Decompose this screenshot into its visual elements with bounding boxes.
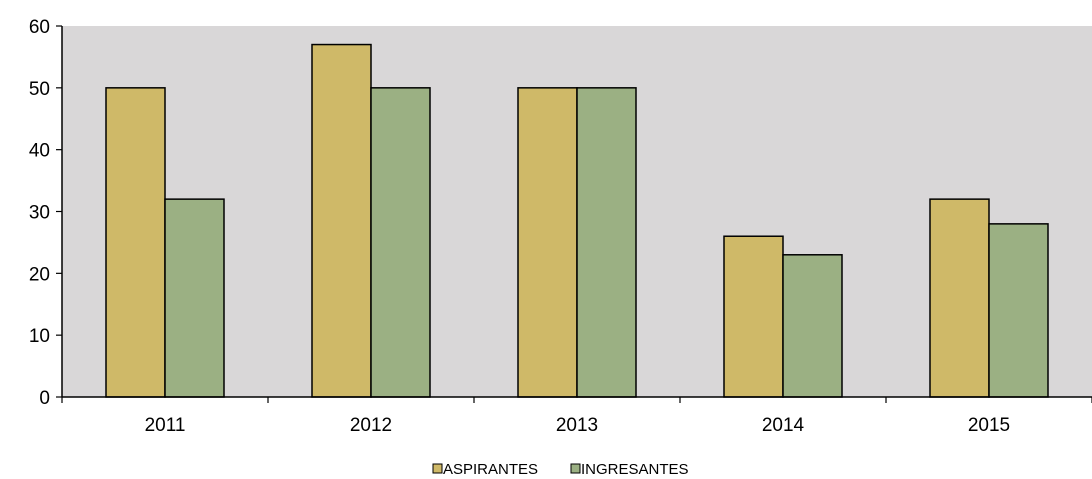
y-tick-label: 60 <box>29 17 50 38</box>
bar-ingresantes-2011 <box>164 198 225 398</box>
legend-label-aspirantes: ASPIRANTES <box>443 461 538 478</box>
x-axis: 2011 2012 2013 2014 2015 <box>61 397 1092 436</box>
bar-ingresantes-2013 <box>576 87 637 398</box>
y-tick-label: 0 <box>39 388 50 409</box>
y-tick-label: 50 <box>29 79 50 100</box>
bar-ingresantes-2012 <box>370 87 431 398</box>
y-tick-label: 40 <box>29 141 50 162</box>
bar-aspirantes-2015 <box>929 198 990 398</box>
x-tick-label: 2013 <box>556 415 598 436</box>
legend-swatch-ingresantes <box>570 463 581 474</box>
bar-aspirantes-2014 <box>723 235 784 398</box>
y-tick-label: 20 <box>29 264 50 285</box>
x-tick-label: 2011 <box>145 415 186 436</box>
bar-aspirantes-2012 <box>311 43 372 398</box>
legend-swatch-aspirantes <box>432 463 443 474</box>
x-tick-label: 2015 <box>968 415 1010 436</box>
bar-aspirantes-2013 <box>517 87 578 398</box>
legend: ASPIRANTES INGRESANTES <box>432 461 689 478</box>
bar-aspirantes-2011 <box>105 87 166 398</box>
y-axis: 0 10 20 30 40 50 60 <box>29 17 62 409</box>
y-tick-label: 10 <box>29 326 50 347</box>
legend-label-ingresantes: INGRESANTES <box>581 461 689 478</box>
bar-ingresantes-2015 <box>988 223 1049 398</box>
x-tick-label: 2012 <box>350 415 392 436</box>
bar-ingresantes-2014 <box>782 254 843 398</box>
y-tick-label: 30 <box>29 203 50 224</box>
x-tick-label: 2014 <box>762 415 805 436</box>
